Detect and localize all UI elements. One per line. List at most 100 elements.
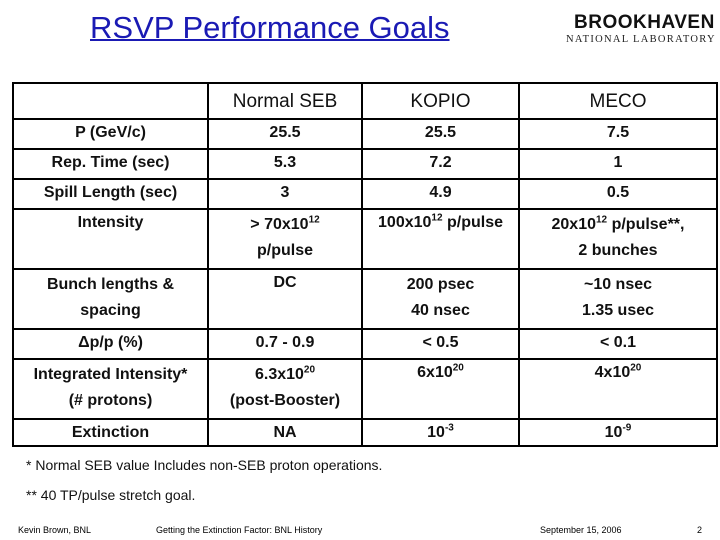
- cell-value: 0.5: [606, 184, 630, 201]
- header-kopio: KOPIO: [361, 82, 520, 120]
- table-cell: 10-3: [361, 418, 520, 447]
- performance-table: Normal SEB KOPIO MECO P (GeV/c) 25.5 25.5 7…: [12, 82, 718, 447]
- cell-value: 25.5: [424, 124, 457, 141]
- row-label: Bunch lengths & spacing: [12, 268, 209, 330]
- cell-value: p/pulse: [256, 242, 313, 259]
- cell-value: 5.3: [273, 154, 297, 171]
- cell-value: 10: [427, 424, 445, 441]
- row-label: Rep. Time (sec): [12, 148, 209, 180]
- cell-value: -9: [622, 422, 632, 434]
- table-row: P (GeV/c) 25.5 25.5 7.5: [12, 118, 718, 150]
- footer-author: Kevin Brown, BNL: [18, 525, 92, 535]
- table-cell: > 70x1012 p/pulse: [207, 208, 363, 270]
- table-cell: 5.3: [207, 148, 363, 180]
- table-cell: 4.9: [361, 178, 520, 210]
- table-row: Spill Length (sec) 3 4.9 0.5: [12, 178, 718, 210]
- row-label: Spill Length (sec): [12, 178, 209, 210]
- table-cell: 25.5: [361, 118, 520, 150]
- cell-value: p/pulse: [442, 214, 503, 231]
- cell-value: ~10 nsec: [583, 276, 653, 293]
- cell-value: 20: [630, 362, 642, 374]
- header-blank: [12, 82, 209, 120]
- logo-text: BROOKHAVEN: [574, 12, 715, 33]
- table-row: Integrated Intensity* (# protons) 6.3x1020…: [12, 358, 718, 420]
- table-cell: 3: [207, 178, 363, 210]
- cell-value: 2 bunches: [578, 242, 658, 259]
- table-row: Bunch lengths & spacing DC 200 psec 40 nsec ~…: [12, 268, 718, 330]
- table-cell: 7.2: [361, 148, 520, 180]
- cell-value: 100x10: [378, 214, 432, 231]
- cell-value: 20x10: [551, 216, 597, 233]
- table-row: Intensity > 70x1012 p/pulse 100x1012 p/puls…: [12, 208, 718, 270]
- row-label-text: Integrated Intensity*: [33, 366, 188, 383]
- table-row: Extinction NA 10-3 10-9: [12, 418, 718, 447]
- footnote-1: * Normal SEB value Includes non-SEB prot…: [26, 457, 383, 473]
- table-cell: 6.3x1020 (post-Booster): [207, 358, 363, 420]
- cell-value: 12: [596, 214, 608, 226]
- cell-value: p/pulse**,: [607, 216, 685, 233]
- table-cell: 0.7 - 0.9: [207, 328, 363, 360]
- cell-value: (post-Booster): [229, 392, 341, 409]
- cell-value: 4.9: [429, 184, 452, 201]
- header-normal-seb: Normal SEB: [207, 82, 363, 120]
- cell-value: 4x10: [594, 364, 631, 381]
- cell-value: 200 psec: [406, 276, 475, 293]
- cell-value: DC: [273, 274, 297, 291]
- cell-value: 3: [280, 184, 290, 201]
- row-label-text: Intensity: [77, 214, 144, 231]
- table-cell: 7.5: [518, 118, 718, 150]
- cell-value: 0.7 - 0.9: [255, 334, 315, 351]
- cell-value: -3: [444, 422, 454, 434]
- row-label: P (GeV/c): [12, 118, 209, 150]
- cell-value: 7.2: [429, 154, 452, 171]
- cell-value: 10: [604, 424, 623, 441]
- row-label-text: P (GeV/c): [75, 124, 146, 141]
- header-row: Normal SEB KOPIO MECO: [12, 82, 718, 120]
- table-cell: NA: [207, 418, 363, 447]
- row-label-text: Spill Length (sec): [43, 184, 178, 201]
- cell-value: 7.5: [606, 124, 630, 141]
- table-cell: 25.5: [207, 118, 363, 150]
- table-row: Rep. Time (sec) 5.3 7.2 1: [12, 148, 718, 180]
- cell-value: 40 nsec: [411, 302, 470, 319]
- logo-subtext: NATIONAL LABORATORY: [566, 34, 716, 45]
- cell-value: 12: [308, 214, 320, 226]
- table-row: Δp/p (%) 0.7 - 0.9 < 0.5 < 0.1: [12, 328, 718, 360]
- row-label: Intensity: [12, 208, 209, 270]
- row-label-text: Extinction: [71, 424, 150, 441]
- table-cell: 100x1012 p/pulse: [361, 208, 520, 270]
- footer-date: September 15, 2006: [540, 525, 622, 535]
- cell-value: 1.35 usec: [581, 302, 655, 319]
- cell-value: 20: [452, 362, 464, 374]
- cell-value: < 0.5: [422, 334, 459, 351]
- table-cell: 4x1020: [518, 358, 718, 420]
- row-label-text: spacing: [80, 302, 141, 319]
- cell-value: NA: [273, 424, 297, 441]
- row-label: Extinction: [12, 418, 209, 447]
- cell-value: 12: [431, 212, 443, 224]
- cell-value: 6.3x10: [254, 366, 304, 383]
- table-cell: 1: [518, 148, 718, 180]
- cell-value: 6x10: [417, 364, 453, 381]
- table-cell: 6x1020: [361, 358, 520, 420]
- slide-title: RSVP Performance Goals: [90, 10, 450, 45]
- cell-value: > 70x10: [250, 216, 309, 233]
- table-cell: < 0.5: [361, 328, 520, 360]
- cell-value: < 0.1: [599, 334, 637, 351]
- footnote-2: ** 40 TP/pulse stretch goal.: [26, 487, 196, 503]
- footer-page: 2: [697, 525, 703, 535]
- table-cell: 20x1012 p/pulse**, 2 bunches: [518, 208, 718, 270]
- table-cell: 10-9: [518, 418, 718, 447]
- row-label-text: Rep. Time (sec): [51, 154, 170, 171]
- row-label-text: (# protons): [68, 392, 153, 409]
- table-cell: < 0.1: [518, 328, 718, 360]
- cell-value: 20: [303, 364, 316, 376]
- cell-value: 25.5: [269, 124, 301, 141]
- row-label-text: Δp/p (%): [78, 334, 143, 351]
- row-label: Integrated Intensity* (# protons): [12, 358, 209, 420]
- header-meco: MECO: [518, 82, 718, 120]
- footer-talk: Getting the Extinction Factor: BNL Histo…: [156, 525, 323, 535]
- brookhaven-logo: BROOKHAVEN NATIONAL LABORATORY: [566, 10, 720, 50]
- row-label: Δp/p (%): [12, 328, 209, 360]
- row-label-text: Bunch lengths &: [46, 276, 175, 293]
